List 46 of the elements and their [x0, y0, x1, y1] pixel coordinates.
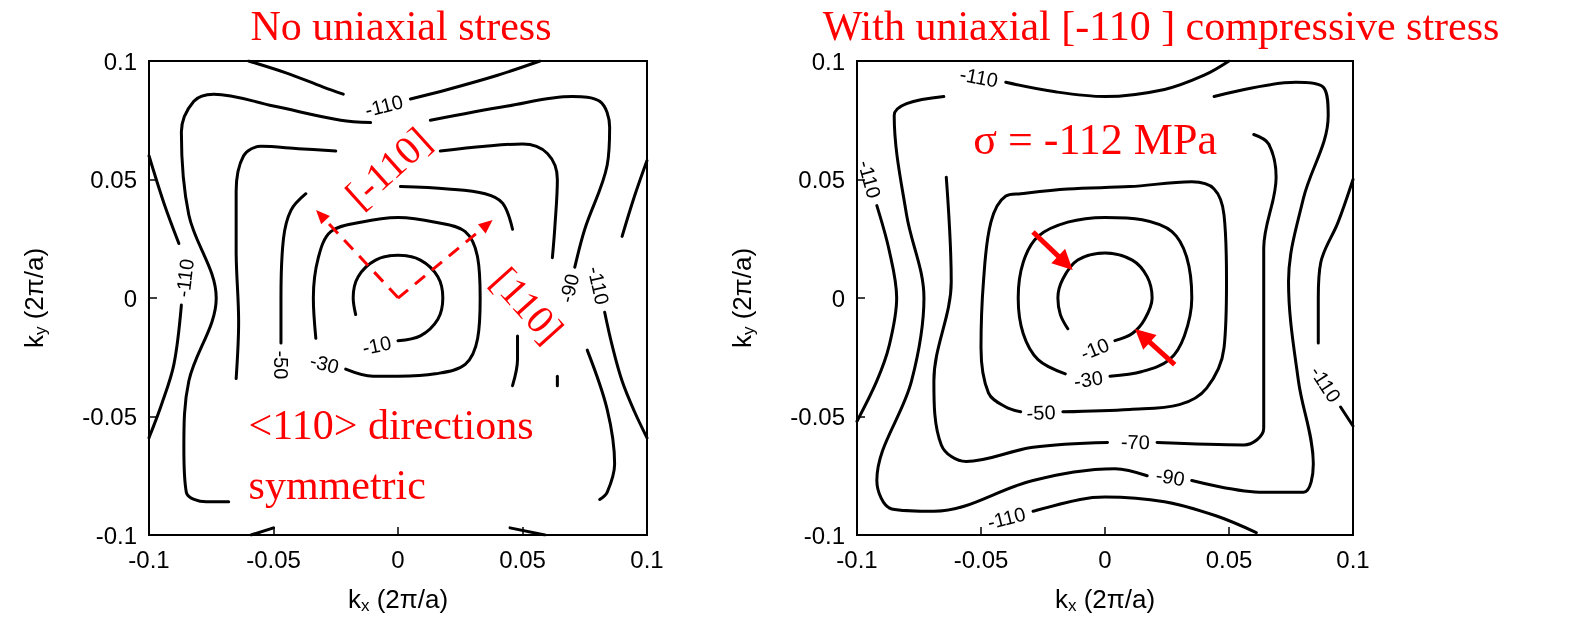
text: -30	[1072, 366, 1105, 393]
annotation: σ = -112 MPa	[973, 114, 1217, 164]
annotation: <110> directions symmetric	[248, 402, 545, 509]
y-tick-label: 0	[123, 284, 137, 312]
y-tick-label: -0.05	[790, 403, 845, 430]
series-label: -70	[1120, 430, 1151, 454]
x-tick-label: 0	[1098, 545, 1112, 573]
text: -110	[853, 157, 886, 201]
text: -110	[1305, 361, 1346, 407]
line-series	[1031, 495, 1258, 535]
series-label: -50	[1026, 401, 1056, 425]
line-series	[585, 348, 617, 501]
line-series	[234, 144, 338, 381]
y-tick-label: 0.1	[103, 47, 137, 75]
text: -110	[957, 62, 1000, 92]
text: -50	[269, 350, 292, 380]
x-tick-label: 0.05	[1205, 545, 1253, 573]
chart-title: With uniaxial [-110 ] compressive stress	[822, 3, 1500, 49]
x-tick-label: 0	[391, 545, 405, 573]
x-tick-label: 0.1	[1336, 545, 1370, 573]
text: -10	[360, 331, 394, 359]
text: -110	[362, 90, 406, 122]
text: -90	[1154, 463, 1187, 491]
text: -30	[307, 349, 342, 378]
y-tick-label: 0.1	[811, 47, 845, 75]
y-tick-label: -0.05	[82, 403, 137, 430]
x-tick-label: -0.05	[246, 545, 301, 573]
text: -10	[1077, 333, 1113, 365]
line-series	[279, 192, 308, 345]
line-series	[438, 142, 559, 260]
y-axis-title: ky (2π/a)	[726, 247, 758, 349]
y-tick-label: 0.05	[90, 166, 137, 193]
text: -110	[985, 502, 1028, 534]
y-tick-label: 0	[831, 284, 845, 312]
line-series	[855, 204, 899, 423]
x-tick-label: -0.05	[953, 545, 1009, 573]
line-series	[147, 303, 183, 440]
y-axis-title: ky (2π/a)	[18, 247, 50, 349]
chart-title: No uniaxial stress	[250, 3, 552, 49]
text: -110	[583, 264, 614, 307]
x-tick-label: 0.1	[630, 545, 664, 573]
y-tick-label: 0.05	[798, 166, 845, 193]
x-tick-label: 0.05	[499, 545, 546, 573]
line-series	[311, 215, 482, 378]
line-series	[932, 175, 1109, 464]
text: -110	[171, 257, 199, 299]
